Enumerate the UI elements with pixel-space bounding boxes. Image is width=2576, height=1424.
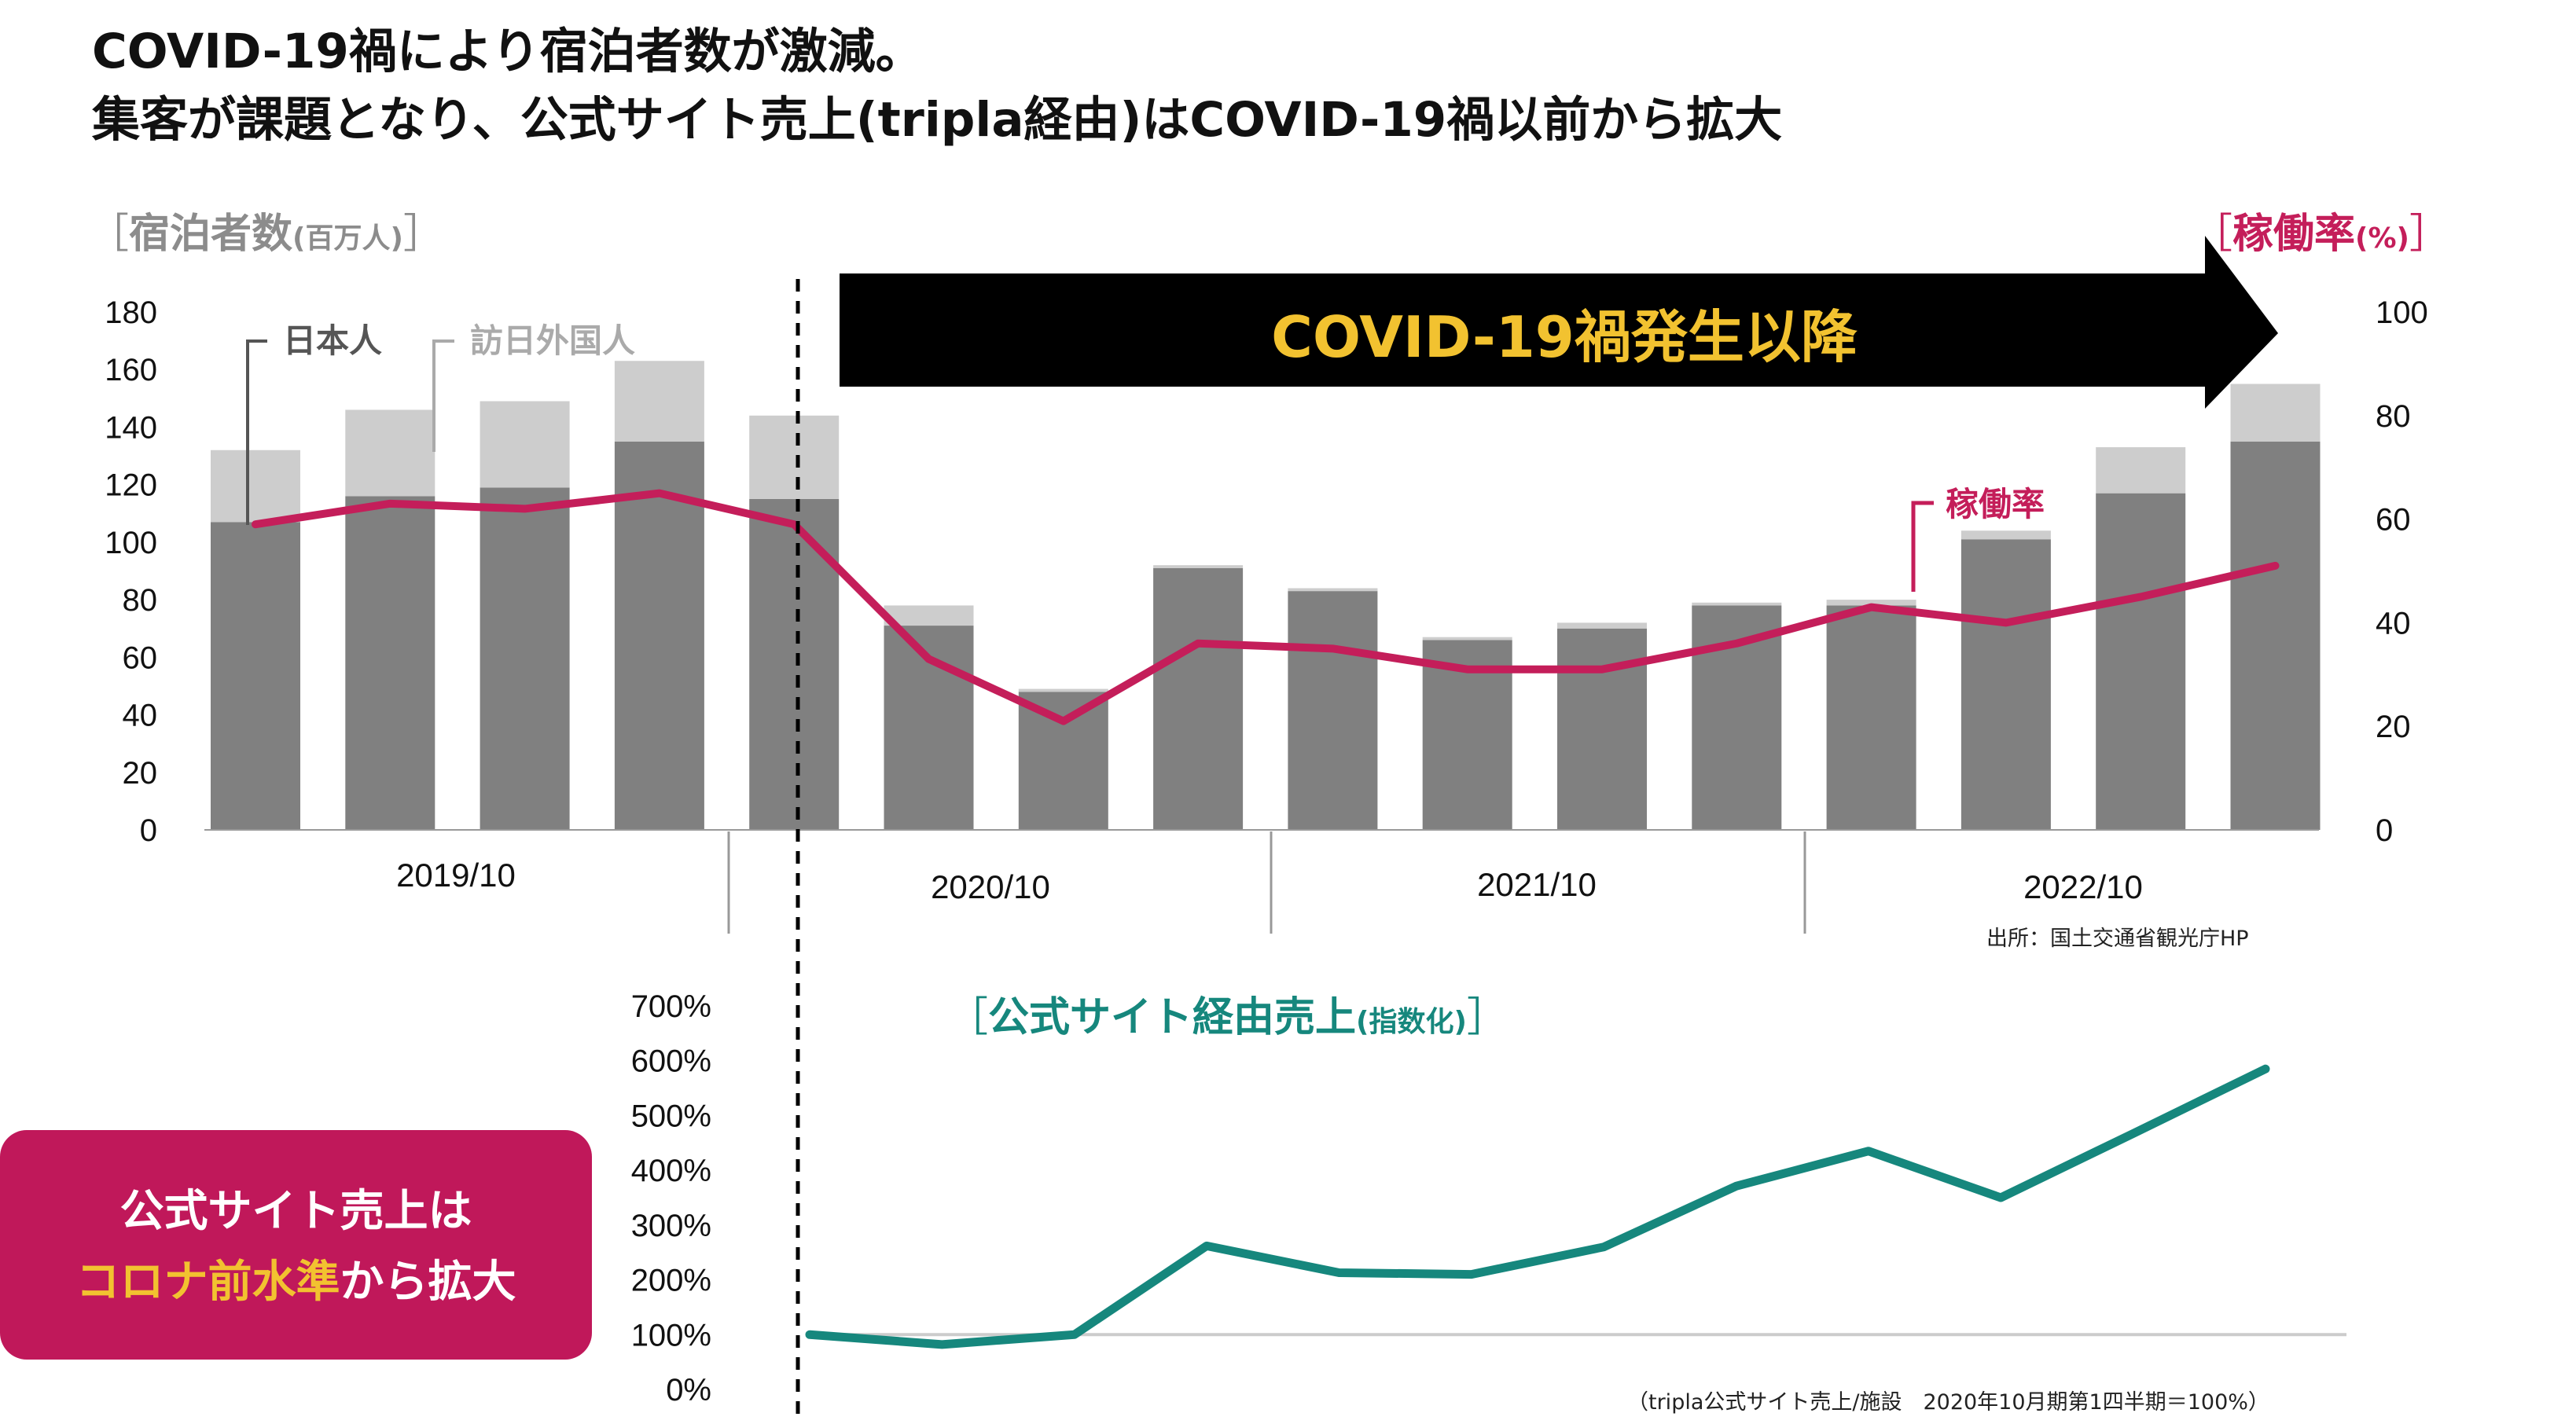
bar-foreign-0 <box>211 450 300 523</box>
left-bracket-open: ［ <box>88 211 130 258</box>
bar-domestic-8 <box>1288 591 1378 830</box>
bottom-chart-title: ［公式サイト経由売上(指数化)］ <box>947 984 1508 1043</box>
bar-domestic-15 <box>2230 441 2321 830</box>
headline-line-2: 集客が課題となり、公式サイト売上(tripla経由)はCOVID-19禍以前から… <box>92 92 1783 148</box>
legend-foreign: 訪日外国人 <box>470 321 635 360</box>
bar-domestic-4 <box>749 498 840 830</box>
left-tick-label: 160 <box>105 353 157 387</box>
left-tick-label: 20 <box>123 756 158 791</box>
source-bottom: （tripla公式サイト売上/施設 2020年10月期第1四半期＝100%） <box>1627 1390 2269 1415</box>
left-tick-label: 140 <box>105 410 157 445</box>
top-axes: 180 160 140 120 100 80 60 40 20 0 100 80 60 40 20 0 2019… <box>105 295 2428 934</box>
lodging-unit: (百万人) <box>292 222 403 255</box>
bottom-bracket-open: ［ <box>947 994 989 1041</box>
bar-foreign-10 <box>1557 622 1647 629</box>
occupancy-title: 稼働率 <box>2232 211 2355 258</box>
left-axis-title: ［宿泊者数(百万人)］ <box>88 200 444 259</box>
bottom-tick-label: 400% <box>631 1154 711 1188</box>
lodging-bars <box>211 361 2321 830</box>
bottom-tick-label: 200% <box>631 1264 711 1298</box>
bar-domestic-2 <box>480 487 570 830</box>
bottom-tick-label: 0% <box>666 1373 711 1407</box>
bar-foreign-8 <box>1288 588 1378 592</box>
source-top: 出所：国土交通省観光庁HP <box>1986 927 2249 951</box>
right-axis-title: ［稼働率(%)］ <box>2192 200 2450 259</box>
callout-line-2: コロナ前水準から拡大 <box>0 1246 592 1310</box>
bar-foreign-2 <box>480 401 570 488</box>
bottom-tick-label: 100% <box>631 1318 711 1352</box>
bottom-tick-label: 700% <box>631 989 711 1024</box>
bar-domestic-10 <box>1557 628 1647 830</box>
left-tick-label: 40 <box>123 699 158 733</box>
covid-banner-text: COVID-19禍発生以降 <box>1271 304 1858 370</box>
bar-domestic-1 <box>345 496 435 830</box>
right-tick-label: 80 <box>2376 399 2411 434</box>
bottom-tick-label: 600% <box>631 1044 711 1079</box>
left-tick-label: 100 <box>105 526 157 560</box>
bar-foreign-9 <box>1422 637 1512 640</box>
bar-foreign-3 <box>614 361 704 442</box>
callout-line-1: 公式サイト売上は <box>119 1186 472 1237</box>
occupancy-line-group: 稼働率 <box>252 485 2280 725</box>
bar-domestic-3 <box>614 441 704 830</box>
legend: 日本人 訪日外国人 <box>246 321 635 525</box>
official-sales-chart: 700% 600% 500% 400% 300% 200% 100% 0% <box>631 989 2346 1407</box>
bottom-tick-label: 500% <box>631 1099 711 1133</box>
right-bracket-close: ］ <box>2409 211 2450 258</box>
bar-foreign-14 <box>2096 447 2186 494</box>
callout-rest: から拡大 <box>340 1257 516 1308</box>
bar-foreign-5 <box>884 605 974 626</box>
official-sales-line <box>805 1064 2270 1349</box>
bar-foreign-13 <box>1960 530 2051 540</box>
legend-domestic: 日本人 <box>283 321 382 360</box>
right-tick-label: 0 <box>2376 813 2393 848</box>
bar-domestic-7 <box>1153 567 1244 830</box>
official-sales-unit: (指数化) <box>1356 1006 1467 1038</box>
right-tick-label: 40 <box>2376 606 2411 640</box>
occupancy-line <box>252 489 2280 725</box>
x-group-label: 2021/10 <box>1477 866 1597 903</box>
headline-line-1: COVID-19禍により宿泊者数が激減。 <box>92 24 924 79</box>
bar-domestic-14 <box>2096 493 2186 830</box>
bar-domestic-6 <box>1018 692 1108 830</box>
bar-foreign-15 <box>2230 384 2321 442</box>
bar-foreign-6 <box>1018 688 1108 692</box>
occupancy-label: 稼働率 <box>1946 485 2045 523</box>
bottom-bracket-close: ］ <box>1466 994 1508 1041</box>
left-tick-label: 120 <box>105 468 157 503</box>
legend-leader-foreign <box>432 339 454 452</box>
right-tick-label: 60 <box>2376 503 2411 538</box>
bottom-tick-label: 300% <box>631 1209 711 1243</box>
x-group-label: 2020/10 <box>931 868 1050 905</box>
left-tick-label: 0 <box>140 813 157 848</box>
bar-domestic-11 <box>1692 605 1782 830</box>
covid-banner-arrow <box>840 236 2278 409</box>
bar-foreign-12 <box>1826 600 1916 606</box>
x-group-label: 2019/10 <box>396 857 516 894</box>
left-bracket-close: ］ <box>402 211 444 258</box>
right-tick-label: 100 <box>2376 295 2428 330</box>
bar-domestic-0 <box>211 522 300 830</box>
x-group-label: 2022/10 <box>2023 868 2143 905</box>
lodging-title: 宿泊者数 <box>129 211 293 258</box>
callout-box: 公式サイト売上は コロナ前水準から拡大 <box>0 1130 592 1360</box>
left-tick-label: 60 <box>123 640 158 675</box>
left-tick-label: 80 <box>123 583 158 618</box>
bar-domestic-12 <box>1826 605 1916 830</box>
bar-foreign-7 <box>1153 565 1244 568</box>
bar-foreign-4 <box>749 415 840 499</box>
bar-foreign-11 <box>1692 602 1782 606</box>
occupancy-leader <box>1911 501 1934 592</box>
official-sales-title: 公式サイト経由売上 <box>988 994 1357 1041</box>
right-tick-label: 20 <box>2376 710 2411 744</box>
bar-foreign-1 <box>345 409 435 497</box>
occupancy-unit: (%) <box>2355 222 2409 255</box>
callout-accent: コロナ前水準 <box>75 1257 340 1308</box>
bar-domestic-13 <box>1960 539 2051 830</box>
left-tick-label: 180 <box>105 295 157 330</box>
legend-leader-domestic <box>246 339 267 525</box>
